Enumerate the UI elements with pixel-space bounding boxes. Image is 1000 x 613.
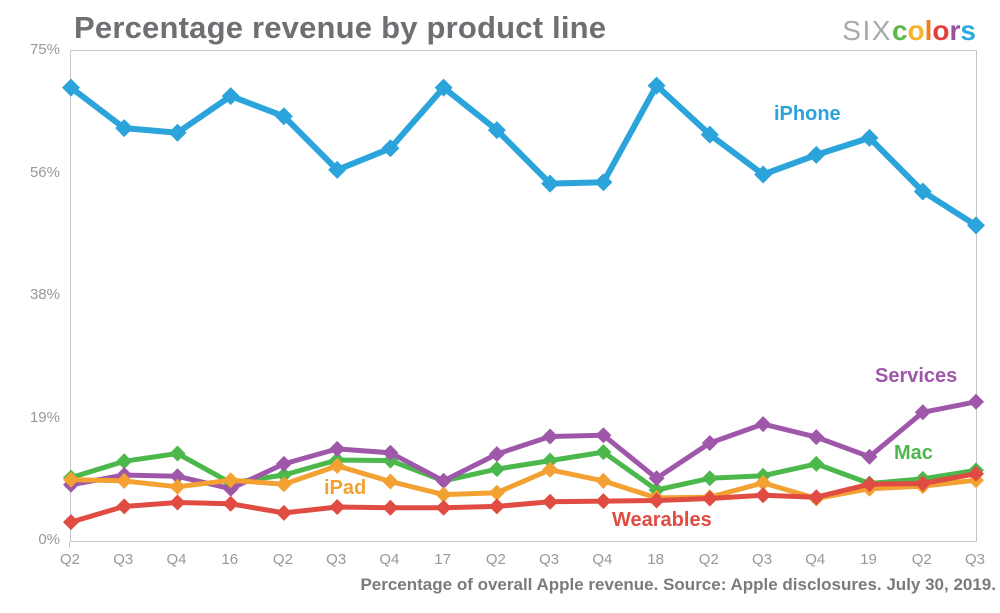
x-tick-3-16: 16: [221, 551, 239, 568]
logo-letter-5: s: [960, 15, 976, 46]
iphone-label: iPhone: [774, 103, 841, 125]
iphone-line: [68, 82, 979, 229]
x-tick-10-Q4: Q4: [592, 551, 613, 568]
x-tick-0-Q2: Q2: [59, 551, 80, 568]
y-tick-75: 75%: [29, 41, 60, 58]
wearables-line: [68, 471, 979, 525]
logo-letter-0: c: [891, 15, 908, 46]
x-tick-17-Q3: Q3: [964, 551, 985, 568]
logo-colors-text: colors: [892, 15, 976, 46]
x-tick-12-Q2: Q2: [698, 551, 719, 568]
y-tick-38: 38%: [29, 286, 60, 303]
x-tick-14-Q4: Q4: [805, 551, 826, 568]
logo-letter-2: l: [924, 15, 933, 46]
ipad-label: iPad: [324, 477, 367, 499]
source-caption: Percentage of overall Apple revenue. Sou…: [360, 575, 996, 594]
chart-title: Percentage revenue by product line: [74, 10, 607, 45]
logo-letter-3: o: [932, 15, 950, 46]
services-line: [68, 399, 979, 492]
x-tick-6-Q4: Q4: [379, 551, 400, 568]
x-tick-9-Q3: Q3: [539, 551, 560, 568]
x-tick-1-Q3: Q3: [113, 551, 134, 568]
services-label: Services: [875, 365, 958, 387]
mac-line: [68, 449, 979, 493]
x-tick-4-Q2: Q2: [272, 551, 293, 568]
x-tick-8-Q2: Q2: [485, 551, 506, 568]
wearables-label: Wearables: [612, 509, 712, 531]
y-tick-56: 56%: [29, 163, 60, 181]
x-tick-15-19: 19: [860, 551, 877, 568]
x-tick-7-17: 17: [434, 551, 451, 568]
axis-corner-stub: [69, 542, 70, 548]
sixcolors-logo: SIXcolors: [842, 16, 976, 46]
y-tick-0: 0%: [38, 531, 60, 548]
x-tick-13-Q3: Q3: [752, 551, 773, 568]
y-tick-19: 19%: [29, 408, 60, 426]
logo-letter-1: o: [907, 15, 925, 46]
logo-letter-4: r: [949, 15, 961, 46]
x-tick-2-Q4: Q4: [166, 551, 187, 568]
x-tick-5-Q3: Q3: [326, 551, 347, 568]
chart-lines: [62, 76, 985, 531]
plot-area: Mac Services iPad Wearables iPhone: [62, 50, 985, 542]
x-tick-11-18: 18: [647, 551, 664, 568]
x-tick-16-Q2: Q2: [911, 551, 932, 568]
logo-six-text: SIX: [842, 15, 892, 46]
mac-label: Mac: [894, 442, 933, 464]
